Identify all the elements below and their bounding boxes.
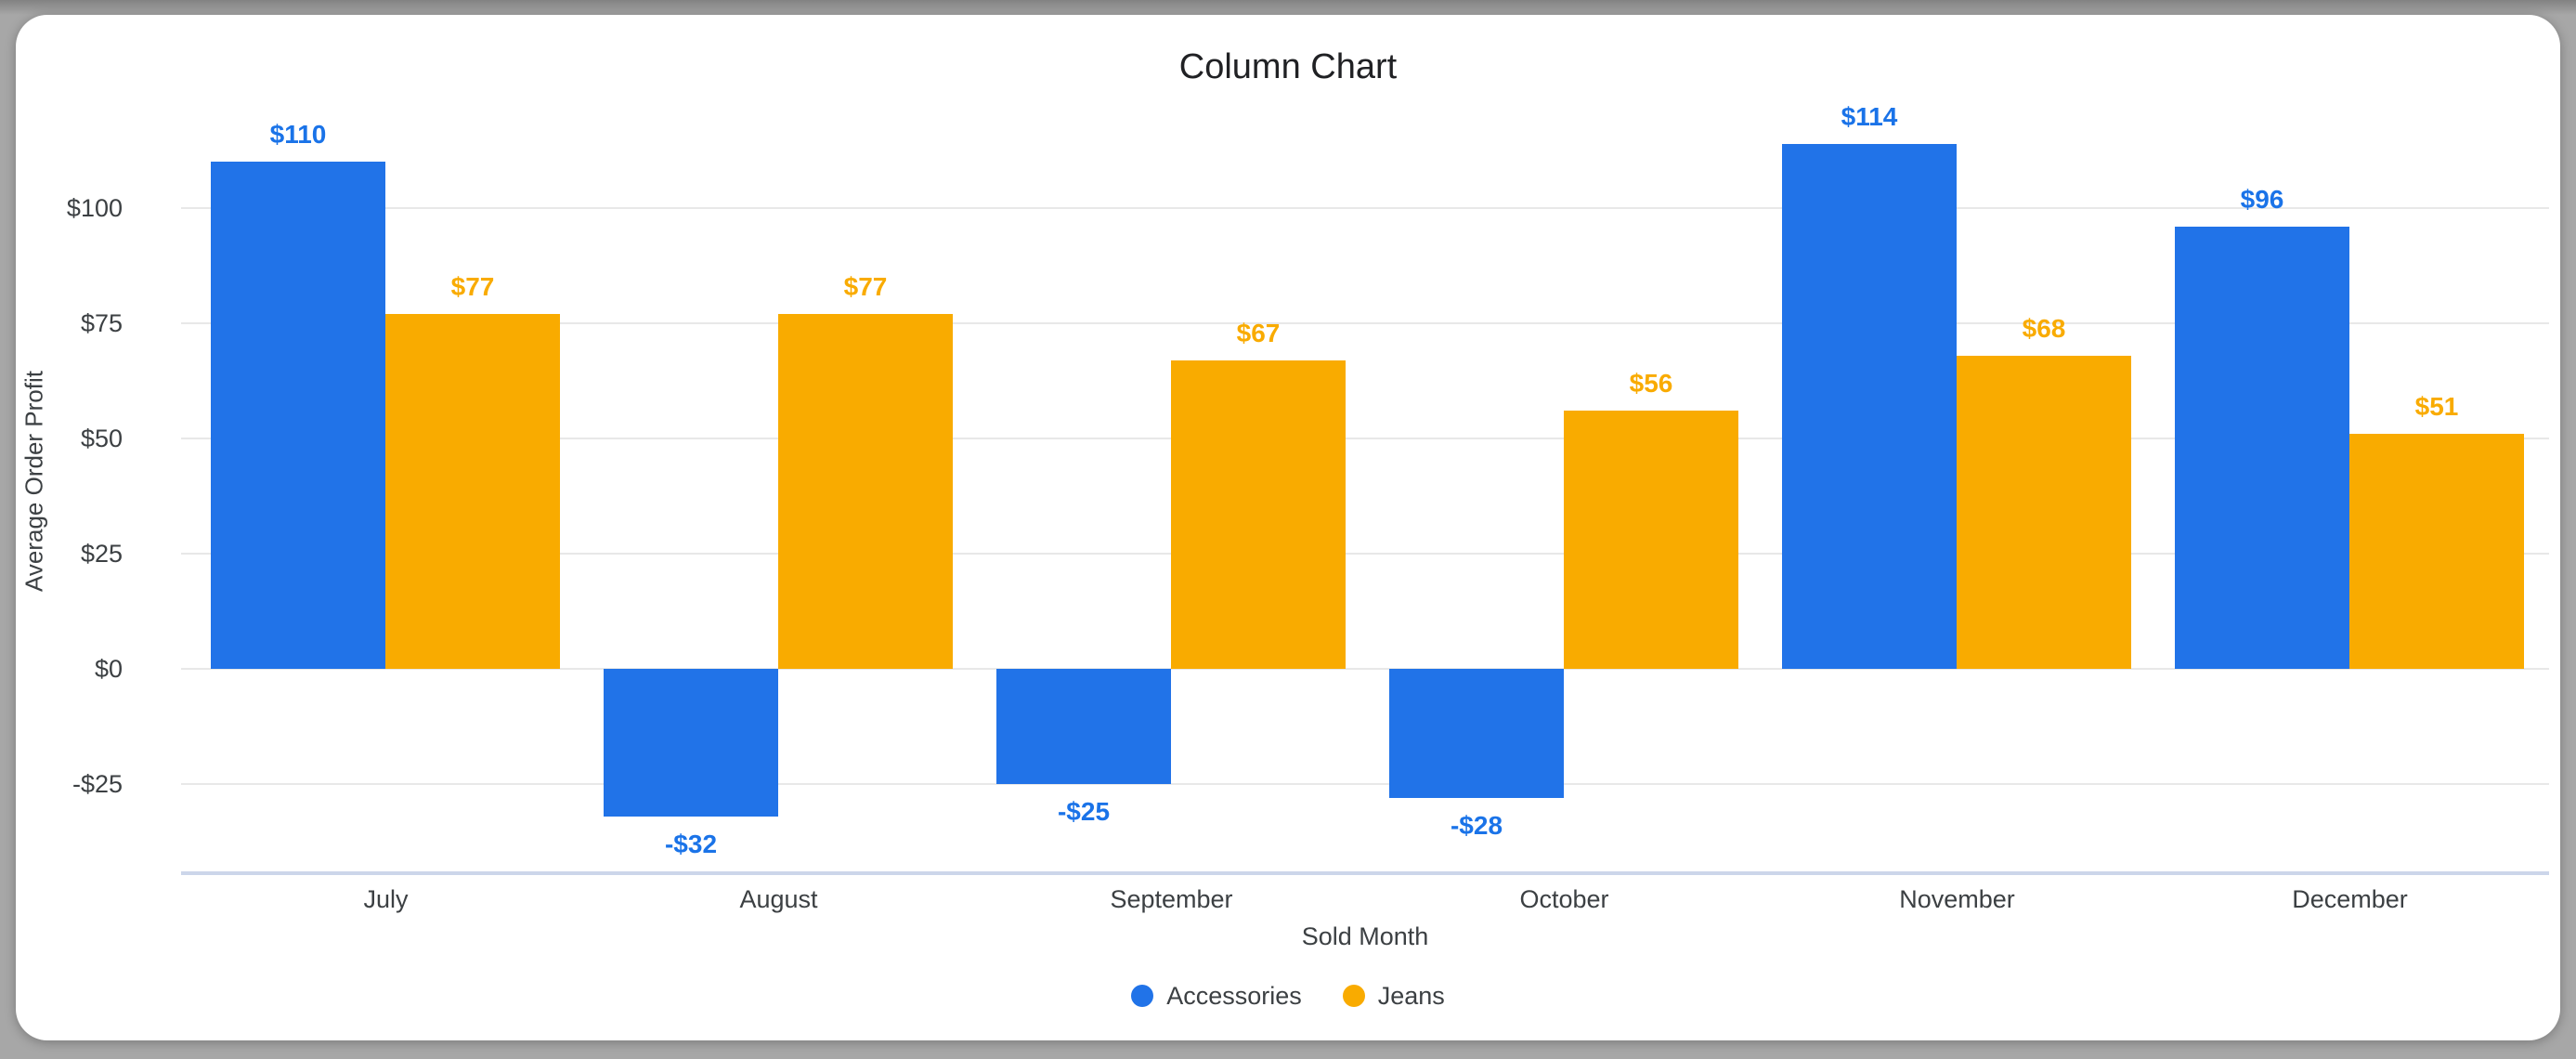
- bar-jeans-december[interactable]: [2349, 434, 2524, 669]
- bar-jeans-august[interactable]: [778, 314, 953, 669]
- bar-value-label-accessories-october: -$28: [1450, 810, 1503, 840]
- bar-value-label-accessories-september: -$25: [1057, 797, 1111, 826]
- x-axis-baseline: [181, 871, 2549, 875]
- legend-label: Accessories: [1166, 982, 1302, 1010]
- legend-dot-jeans-icon: [1342, 985, 1365, 1007]
- gridline-100: [181, 207, 2549, 209]
- y-tick-label: $50: [80, 425, 123, 452]
- gridline-25: [181, 553, 2549, 555]
- bar-value-label-accessories-november: $114: [1841, 101, 1898, 131]
- bar-value-label-jeans-december: $51: [2414, 392, 2459, 422]
- bar-value-label-accessories-december: $96: [2240, 184, 2284, 214]
- bar-jeans-september[interactable]: [1171, 360, 1346, 669]
- bar-value-label-jeans-july: $77: [450, 272, 495, 302]
- bar-value-label-accessories-august: -$32: [664, 829, 718, 858]
- legend-item-jeans[interactable]: Jeans: [1342, 981, 1445, 1011]
- y-tick-label: $0: [94, 655, 123, 683]
- bar-accessories-september[interactable]: [996, 669, 1171, 784]
- bar-value-label-jeans-september: $67: [1236, 318, 1281, 347]
- y-tick-label: -$25: [72, 770, 123, 798]
- y-tick-label: $25: [80, 540, 123, 568]
- bar-jeans-november[interactable]: [1957, 355, 2131, 669]
- x-tick-label-december: December: [2292, 885, 2408, 913]
- bar-value-label-jeans-october: $56: [1629, 369, 1673, 399]
- chart-title: Column Chart: [1178, 47, 1398, 86]
- bar-jeans-july[interactable]: [385, 314, 560, 669]
- bar-value-label-jeans-november: $68: [2022, 313, 2066, 343]
- bar-value-label-jeans-august: $77: [843, 272, 888, 302]
- gridline-50: [181, 438, 2549, 439]
- y-tick-label: $100: [66, 194, 123, 222]
- legend-item-accessories[interactable]: Accessories: [1131, 981, 1302, 1011]
- legend-dot-accessories-icon: [1131, 985, 1154, 1007]
- x-tick-label-september: September: [1110, 885, 1233, 913]
- x-tick-label-august: August: [739, 885, 818, 913]
- legend: Accessories Jeans: [16, 981, 2560, 1011]
- bar-accessories-december[interactable]: [2175, 226, 2349, 669]
- gridline-0: [181, 668, 2549, 670]
- bar-accessories-october[interactable]: [1389, 669, 1564, 798]
- legend-label: Jeans: [1377, 982, 1445, 1010]
- x-tick-label-october: October: [1519, 885, 1609, 913]
- x-axis-title: Sold Month: [1301, 922, 1429, 950]
- gridline-75: [181, 322, 2549, 324]
- chart-card: Column Chart Average Order Profit $100 $7…: [16, 15, 2560, 1040]
- bar-accessories-july[interactable]: [211, 162, 385, 669]
- y-tick-label: $75: [80, 309, 123, 337]
- x-tick-label-november: November: [1899, 885, 2015, 913]
- bar-jeans-october[interactable]: [1564, 411, 1738, 669]
- bar-value-label-accessories-july: $110: [269, 120, 327, 150]
- x-tick-label-july: July: [363, 885, 409, 913]
- bar-accessories-august[interactable]: [604, 669, 778, 817]
- gridline--25: [181, 783, 2549, 785]
- bar-accessories-november[interactable]: [1782, 143, 1957, 669]
